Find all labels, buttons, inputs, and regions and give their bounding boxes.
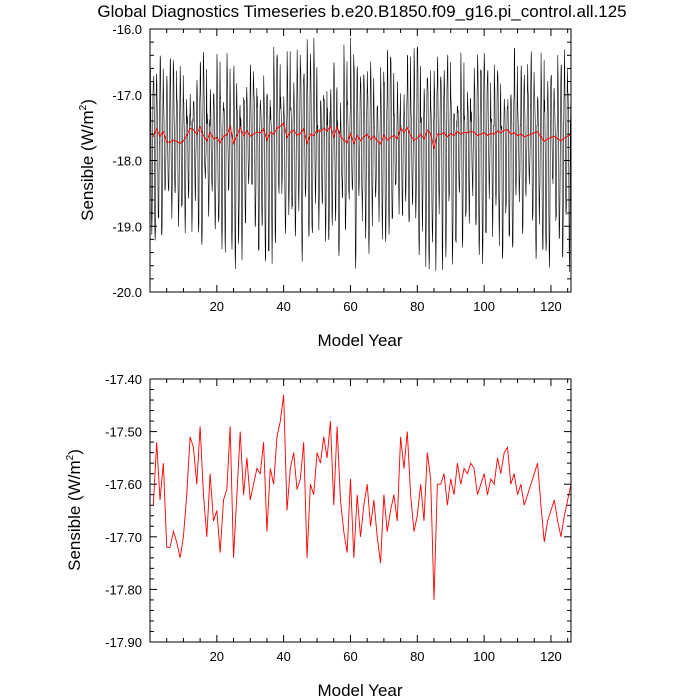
x-tick-label: 120 [540, 649, 562, 664]
y-tick-label: -17.90 [105, 635, 142, 650]
x-tick-label: 120 [540, 299, 562, 314]
top-plot-frame [149, 28, 572, 293]
bottom-plot-frame [149, 378, 572, 643]
x-tick-label: 80 [410, 299, 424, 314]
x-tick-label: 60 [343, 299, 357, 314]
top-annual-mean-line [152, 122, 572, 149]
y-tick-label: -17.60 [105, 477, 142, 492]
y-tick-label: -19.0 [112, 219, 142, 234]
y-tick-label: -17.50 [105, 425, 142, 440]
top-series-layer [149, 37, 572, 273]
monthly-series-line [149, 37, 572, 273]
y-tick-label: -16.0 [112, 22, 142, 37]
top-panel: 20 40 60 80 100 120-16.0-17.0-18.0-19.0-20.0 … [78, 22, 572, 350]
x-tick-label: 20 [210, 649, 224, 664]
x-tick-label: 100 [473, 649, 495, 664]
bottom-y-axis-label: Sensible (W/m2) [65, 449, 84, 571]
y-tick-label: -20.0 [112, 285, 142, 300]
x-tick-label: 40 [276, 649, 290, 664]
x-tick-label: 20 [210, 299, 224, 314]
y-tick-label: -18.0 [112, 154, 142, 169]
top-axis-ticks: 20 40 60 80 100 120 -16.0 -17.0 -18.0 -19.0 -20.0 [112, 22, 571, 314]
y-tick-label: -17.40 [105, 372, 142, 387]
top-x-axis-label: Model Year [317, 331, 402, 350]
x-tick-label: 40 [276, 299, 290, 314]
bottom-series-layer [152, 394, 572, 600]
x-tick-label: 80 [410, 649, 424, 664]
y-tick-label: -17.70 [105, 530, 142, 545]
top-y-axis-label: Sensible (W/m2) [78, 99, 97, 221]
y-tick-label: -17.0 [112, 88, 142, 103]
annual-mean-line [152, 394, 572, 600]
x-tick-label: 60 [343, 649, 357, 664]
x-tick-label: 100 [473, 299, 495, 314]
bottom-axis-ticks: 20 40 60 80 100 120 -17.40 -17.50 -17.60 -17.70 -1… [105, 372, 571, 664]
y-tick-label: -17.80 [105, 582, 142, 597]
figure-title: Global Diagnostics Timeseries b.e20.B185… [97, 2, 626, 21]
bottom-panel: 20 40 60 80 100 120 -17.40 -17.50 -17.60 -17.70 -1… [65, 372, 572, 700]
bottom-x-axis-label: Model Year [317, 681, 402, 700]
